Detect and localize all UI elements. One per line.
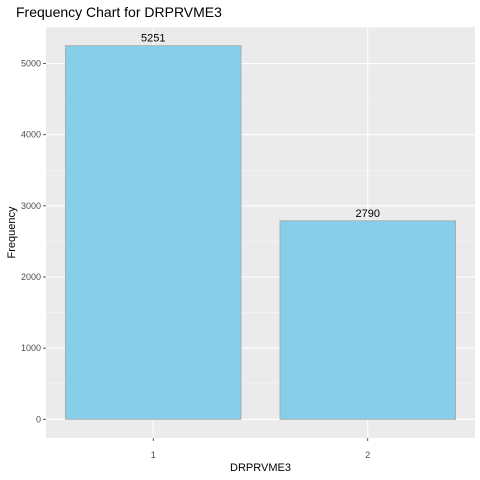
data-label-1: 5251 <box>141 33 165 45</box>
data-label-2: 2790 <box>356 208 380 220</box>
y-tick-label: 2000 <box>21 272 41 282</box>
y-tick-label: 5000 <box>21 59 41 69</box>
x-axis-title: DRPRVME3 <box>230 462 291 474</box>
x-tick-label: 2 <box>365 450 370 460</box>
bar-2 <box>279 220 456 420</box>
y-tick-label: 3000 <box>21 201 41 211</box>
y-axis: 0 1000 2000 3000 4000 5000 <box>21 59 46 424</box>
y-tick-label: 0 <box>36 414 41 424</box>
bar-1 <box>65 45 242 420</box>
x-tick-label: 1 <box>151 450 156 460</box>
chart-title: Frequency Chart for DRPRVME3 <box>16 4 222 20</box>
y-tick-label: 1000 <box>21 343 41 353</box>
y-tick-label: 4000 <box>21 130 41 140</box>
bars <box>65 45 456 420</box>
data-labels: 5251 2790 <box>141 33 380 220</box>
y-axis-title: Frequency <box>6 206 18 258</box>
